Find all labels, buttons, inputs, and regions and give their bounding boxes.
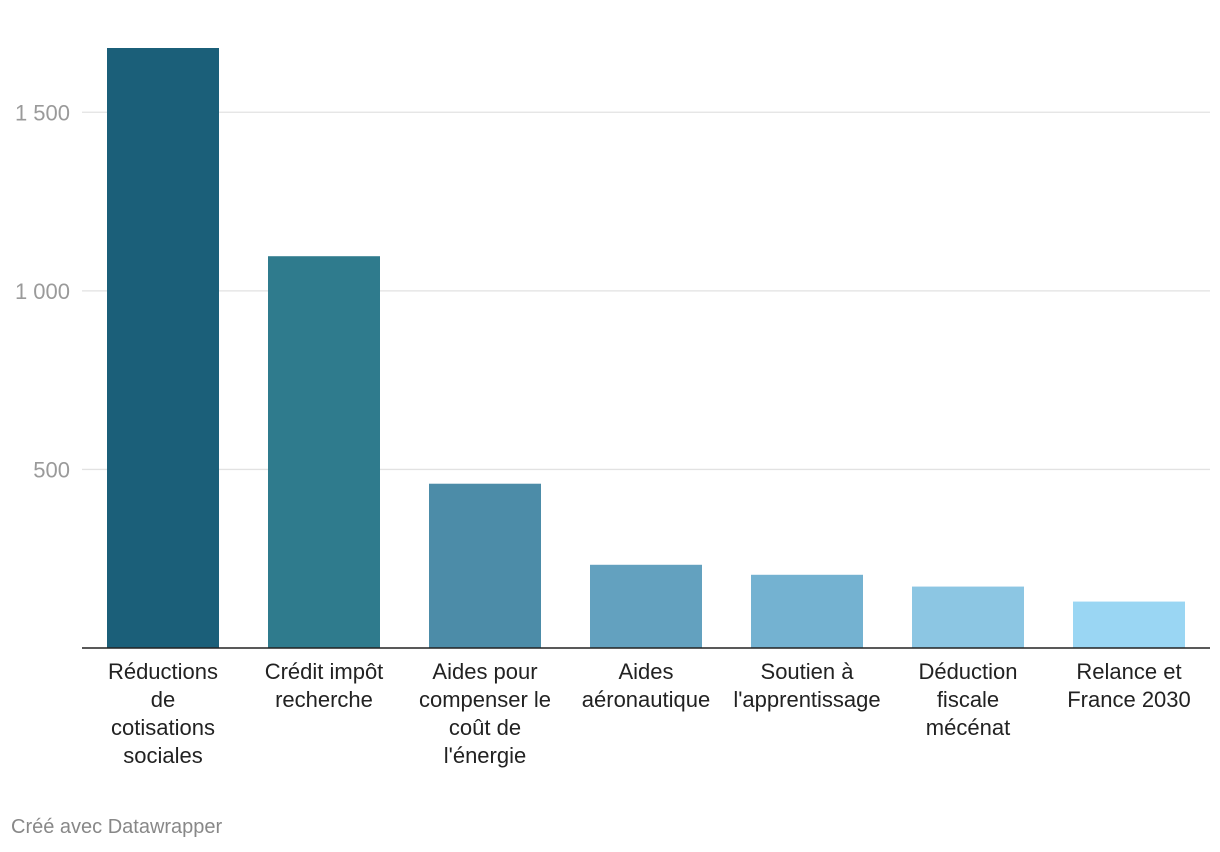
bar-2: [429, 483, 541, 648]
x-tick-label-line: Crédit impôt: [265, 659, 384, 684]
gridlines: [82, 111, 1210, 471]
bar-3: [590, 564, 702, 648]
x-tick-label-line: mécénat: [926, 715, 1010, 740]
x-tick-label-line: sociales: [123, 743, 202, 768]
x-tick-label: Déduction fiscale mécénat: [918, 659, 1017, 740]
x-tick-label-line: cotisations: [111, 715, 215, 740]
bar-5: [912, 586, 1024, 648]
x-tick-label-line: l'apprentissage: [733, 687, 880, 712]
x-tick-label-line: Déduction: [918, 659, 1017, 684]
x-tick-label-line: fiscale: [937, 687, 999, 712]
x-tick-label: Aides pour compenser le coût de l'énergie: [419, 659, 551, 768]
x-tick-label-line: Aides pour: [432, 659, 537, 684]
x-tick-label-line: France 2030: [1067, 687, 1191, 712]
y-axis-ticks: 500 1 000 1 500: [15, 100, 70, 482]
bar-4: [751, 574, 863, 648]
y-tick-label: 1 500: [15, 100, 70, 125]
bar-6: [1073, 601, 1185, 648]
x-axis-labels: Réductions de cotisations sociales Crédit im…: [108, 659, 1191, 768]
x-tick-label-line: Aides: [618, 659, 673, 684]
x-tick-label-line: compenser le: [419, 687, 551, 712]
y-tick-label: 1 000: [15, 279, 70, 304]
datawrapper-credit: Créé avec Datawrapper: [11, 816, 223, 838]
x-tick-label-line: aéronautique: [582, 687, 710, 712]
x-tick-label-line: Soutien à: [761, 659, 855, 684]
x-tick-label-line: de: [151, 687, 175, 712]
x-tick-label-line: l'énergie: [444, 743, 526, 768]
bars: [107, 48, 1185, 648]
x-tick-label: Soutien à l'apprentissage: [733, 659, 880, 712]
x-tick-label-line: Réductions: [108, 659, 218, 684]
x-tick-label-line: coût de: [449, 715, 521, 740]
x-tick-label-line: Relance et: [1076, 659, 1181, 684]
bar-0: [107, 48, 219, 648]
x-tick-label: Relance et France 2030: [1067, 659, 1191, 712]
bar-1: [268, 256, 380, 648]
x-tick-label: Crédit impôt recherche: [265, 659, 384, 712]
x-tick-label: Aides aéronautique: [582, 659, 710, 712]
x-tick-label: Réductions de cotisations sociales: [108, 659, 218, 768]
x-tick-label-line: recherche: [275, 687, 373, 712]
y-tick-label: 500: [33, 457, 70, 482]
